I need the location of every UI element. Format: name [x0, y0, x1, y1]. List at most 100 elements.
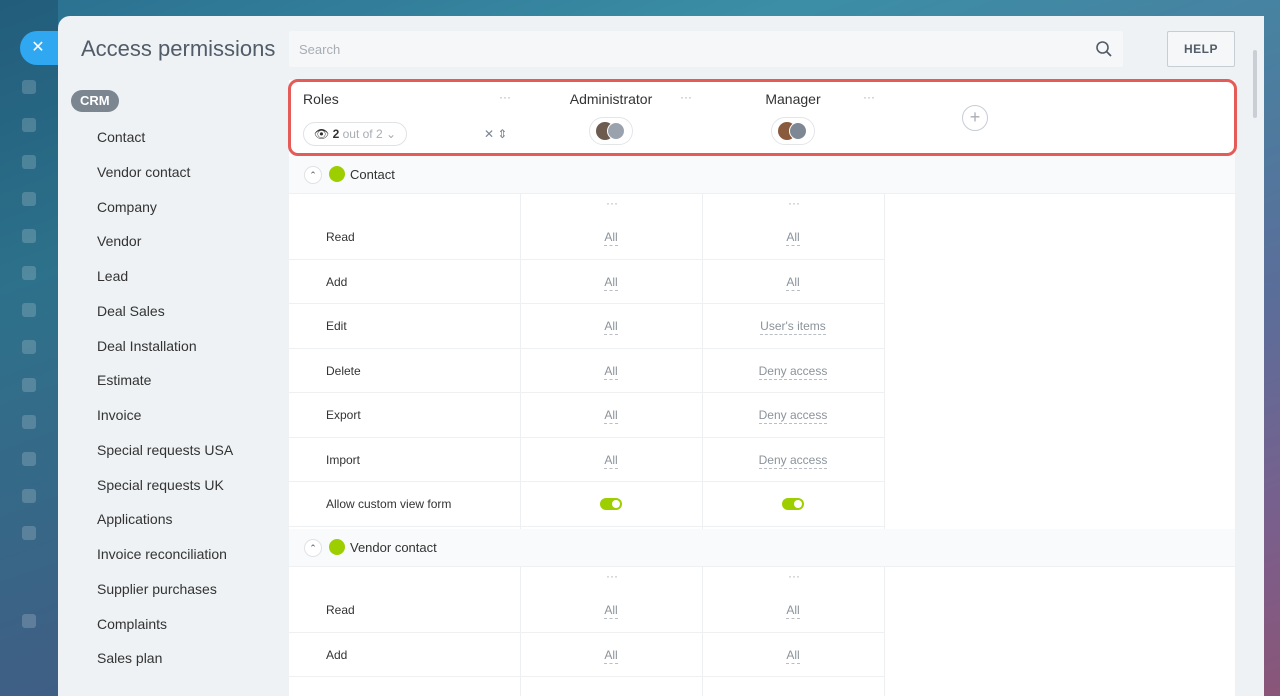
- column-title-administrator[interactable]: Administrator: [569, 91, 653, 107]
- user-icon: [329, 539, 345, 555]
- permission-label: Import: [326, 452, 361, 467]
- app-icon[interactable]: [22, 155, 36, 169]
- app-icon[interactable]: [22, 340, 36, 354]
- sidebar-item-estimate[interactable]: Estimate: [97, 372, 152, 388]
- app-icon[interactable]: [22, 303, 36, 317]
- app-icon[interactable]: [22, 452, 36, 466]
- search-icon[interactable]: [1095, 40, 1113, 58]
- access-permissions-panel: Access permissions Search HELP CRM Conta…: [58, 16, 1264, 696]
- more-icon[interactable]: ···: [499, 90, 511, 104]
- sidebar-item-vendor-contact[interactable]: Vendor contact: [97, 164, 191, 180]
- app-icon[interactable]: [22, 378, 36, 392]
- app-icon[interactable]: [22, 80, 36, 94]
- app-icon[interactable]: [22, 614, 36, 628]
- column-divider: [702, 80, 703, 696]
- app-icon[interactable]: [22, 526, 36, 540]
- more-icon[interactable]: ···: [680, 90, 692, 104]
- roles-filter-pill[interactable]: 👁︎ 2 out of 2 ⌄: [303, 122, 408, 146]
- custom-view-toggle[interactable]: [782, 498, 804, 510]
- permission-label: Read: [326, 230, 355, 244]
- table-row: Read All All: [289, 588, 885, 633]
- more-icon[interactable]: ···: [788, 569, 800, 583]
- table-row: Edit All User's items: [289, 304, 885, 349]
- column-divider: [520, 80, 521, 696]
- chevron-up-icon[interactable]: ⌃: [304, 539, 322, 557]
- sidebar-item-complaints[interactable]: Complaints: [97, 616, 168, 632]
- sidebar-item-special-requests-uk[interactable]: Special requests UK: [97, 477, 224, 493]
- filter-suffix: out of 2: [342, 127, 383, 141]
- crm-badge[interactable]: CRM: [71, 90, 119, 112]
- sidebar-item-invoice-reconciliation[interactable]: Invoice reconciliation: [97, 546, 227, 562]
- more-icon[interactable]: ···: [788, 196, 800, 210]
- more-icon[interactable]: ···: [606, 569, 618, 583]
- permission-value[interactable]: All: [786, 603, 800, 619]
- column-divider: [884, 80, 885, 696]
- permission-label: Edit: [326, 319, 347, 333]
- app-icon[interactable]: [22, 266, 36, 280]
- avatar: [607, 122, 625, 140]
- sidebar-item-lead[interactable]: Lead: [97, 268, 129, 284]
- app-icon[interactable]: [22, 229, 36, 243]
- table-row: Add All All: [289, 260, 885, 304]
- sidebar-item-invoice[interactable]: Invoice: [97, 407, 142, 423]
- sidebar-item-vendor[interactable]: Vendor: [97, 233, 142, 249]
- sidebar-item-supplier-purchases[interactable]: Supplier purchases: [97, 581, 217, 597]
- more-icon[interactable]: ···: [863, 90, 875, 104]
- permission-value[interactable]: All: [604, 408, 618, 424]
- close-button[interactable]: ✕: [20, 31, 58, 65]
- search-placeholder: Search: [299, 42, 341, 57]
- sidebar-item-applications[interactable]: Applications: [97, 511, 173, 527]
- filter-count: 2: [332, 127, 340, 141]
- permission-label: Add: [326, 647, 348, 662]
- section-header-vendor-contact[interactable]: ⌃ Vendor contact: [289, 529, 1235, 567]
- permission-value[interactable]: All: [604, 647, 618, 664]
- permission-label: Delete: [326, 363, 361, 378]
- search-input[interactable]: Search: [289, 31, 1123, 67]
- table-row: Allow custom view form: [289, 482, 885, 527]
- permission-value[interactable]: User's items: [760, 319, 826, 335]
- permission-value[interactable]: All: [604, 363, 618, 380]
- column-title-manager[interactable]: Manager: [765, 91, 821, 107]
- app-icon[interactable]: [22, 415, 36, 429]
- permission-value[interactable]: Deny access: [758, 363, 828, 380]
- help-button[interactable]: HELP: [1167, 31, 1235, 67]
- sort-icon[interactable]: ✕ ⇕: [484, 127, 508, 141]
- app-icon[interactable]: [22, 118, 36, 132]
- more-icon[interactable]: ···: [606, 196, 618, 210]
- add-role-button[interactable]: +: [962, 105, 988, 131]
- custom-view-toggle[interactable]: [600, 498, 622, 510]
- permission-value[interactable]: All: [786, 230, 800, 246]
- sidebar-item-sales-plan[interactable]: Sales plan: [97, 650, 163, 666]
- permission-value[interactable]: All: [604, 274, 618, 291]
- app-icon[interactable]: [22, 489, 36, 503]
- sidebar-item-deal-installation[interactable]: Deal Installation: [97, 338, 197, 354]
- permission-value[interactable]: All: [604, 452, 618, 469]
- permission-value[interactable]: All: [786, 274, 800, 291]
- app-icon[interactable]: [22, 192, 36, 206]
- permission-value[interactable]: All: [786, 647, 800, 664]
- scrollbar[interactable]: [1253, 50, 1257, 118]
- user-icon: [329, 166, 345, 182]
- permission-value[interactable]: All: [604, 319, 618, 335]
- permission-label: Allow custom view form: [326, 497, 452, 511]
- section-title: Contact: [350, 167, 395, 182]
- permission-label: Add: [326, 274, 348, 289]
- avatar-group[interactable]: [771, 117, 815, 145]
- sidebar-item-contact[interactable]: Contact: [97, 129, 146, 145]
- permission-value[interactable]: Deny access: [758, 408, 828, 424]
- section-header-contact[interactable]: ⌃ Contact: [289, 156, 1235, 194]
- permission-value[interactable]: All: [604, 230, 618, 246]
- permissions-table: ⌃ Contact ··· ··· Read All All Add All A…: [289, 80, 1235, 696]
- permission-value[interactable]: Deny access: [758, 452, 828, 469]
- avatar-group[interactable]: [589, 117, 633, 145]
- page-title: Access permissions: [81, 36, 276, 61]
- sidebar-item-deal-sales[interactable]: Deal Sales: [97, 303, 165, 319]
- permission-value[interactable]: All: [604, 603, 618, 619]
- sidebar-item-company[interactable]: Company: [97, 199, 157, 215]
- table-row: Import All Deny access: [289, 438, 885, 482]
- roles-label: Roles: [303, 91, 339, 107]
- table-row: Export All Deny access: [289, 393, 885, 438]
- table-row: Delete All Deny access: [289, 349, 885, 393]
- sidebar-item-special-requests-usa[interactable]: Special requests USA: [97, 442, 234, 458]
- chevron-up-icon[interactable]: ⌃: [304, 166, 322, 184]
